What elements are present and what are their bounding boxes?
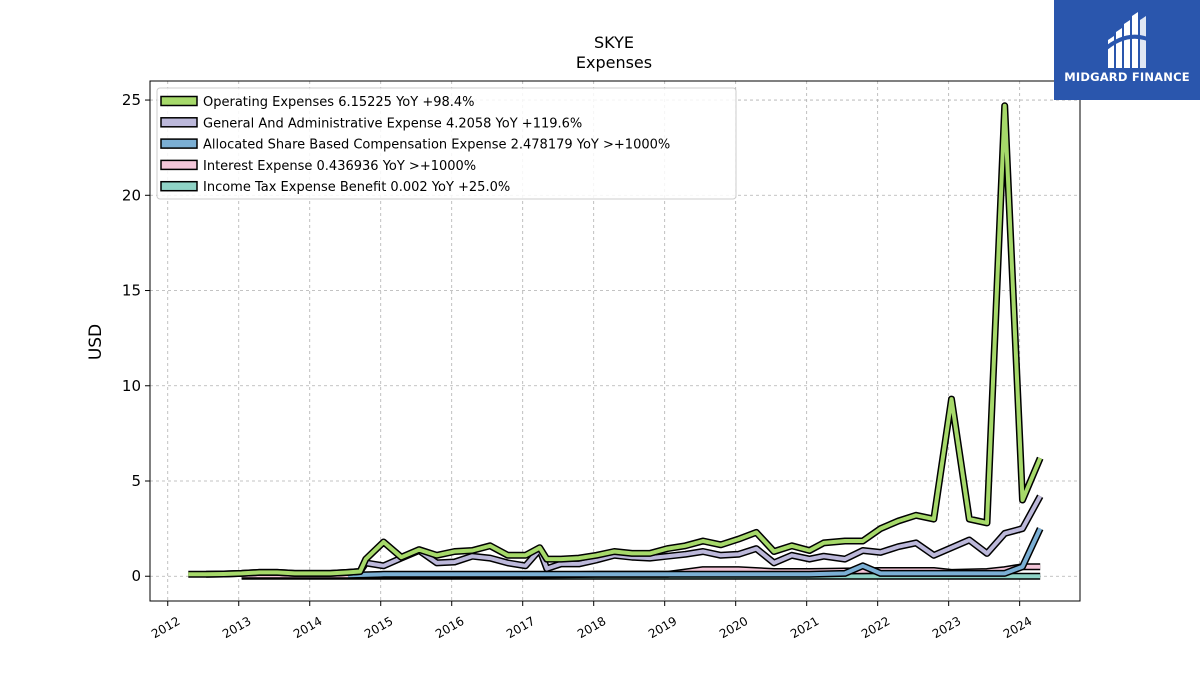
legend-entry: Interest Expense 0.436936 YoY >+1000% <box>203 159 476 174</box>
logo-text: MIDGARD FINANCE <box>1064 70 1190 84</box>
plot-area-frame <box>149 80 1081 602</box>
series-line <box>206 495 1042 577</box>
x-tick-label: 2014 <box>291 614 324 641</box>
series-operating-expenses <box>188 102 1044 578</box>
y-tick-label: 0 <box>131 567 141 585</box>
chart-subtitle: Expenses <box>576 53 652 72</box>
y-tick-label: 10 <box>122 377 141 395</box>
legend-entry: Allocated Share Based Compensation Expen… <box>203 138 670 153</box>
x-tick-label: 2021 <box>788 614 821 641</box>
x-tick-label: 2020 <box>717 614 750 641</box>
legend-frame <box>156 87 737 200</box>
y-tick-label: 25 <box>122 91 141 109</box>
midgard-finance-logo: MIDGARD FINANCE <box>1054 0 1200 100</box>
x-tick-label: 2019 <box>646 614 679 641</box>
series-allocated-share-based-compensation-expense <box>348 527 1044 579</box>
legend-swatch <box>160 117 198 128</box>
x-tick-label: 2012 <box>149 614 182 641</box>
legend-entry: Income Tax Expense Benefit 0.002 YoY +25… <box>203 180 510 195</box>
x-tick-label: 2024 <box>1001 614 1034 641</box>
x-tick-label: 2015 <box>362 614 395 641</box>
legend-entry: Operating Expenses 6.15225 YoY +98.4% <box>203 95 475 110</box>
series-line <box>348 527 1043 578</box>
series-line-outline <box>206 494 1044 578</box>
y-tick-label: 5 <box>131 472 141 490</box>
legend-swatch <box>160 138 198 149</box>
x-tick-label: 2016 <box>433 614 466 641</box>
chart-title: SKYE <box>594 33 634 52</box>
legend-swatch <box>160 180 198 192</box>
y-tick-label: 20 <box>122 186 141 204</box>
x-tick-label: 2018 <box>575 614 608 641</box>
y-tick-label: 15 <box>122 282 141 300</box>
x-tick-label: 2022 <box>859 614 892 641</box>
midgard-logo-icon <box>1102 12 1151 68</box>
series-group <box>188 102 1044 580</box>
series-general-and-administrative-expense <box>206 494 1044 578</box>
x-tick-label: 2017 <box>504 614 537 641</box>
legend-entry: General And Administrative Expense 4.205… <box>203 116 582 131</box>
y-axis-label: USD <box>86 324 106 360</box>
x-tick-label: 2013 <box>220 614 253 641</box>
x-tick-label: 2023 <box>930 614 963 641</box>
series-line <box>188 103 1043 577</box>
legend-swatch <box>160 159 198 171</box>
legend: Operating Expenses 6.15225 YoY +98.4% Gen… <box>156 87 737 200</box>
legend-swatch <box>160 95 198 107</box>
